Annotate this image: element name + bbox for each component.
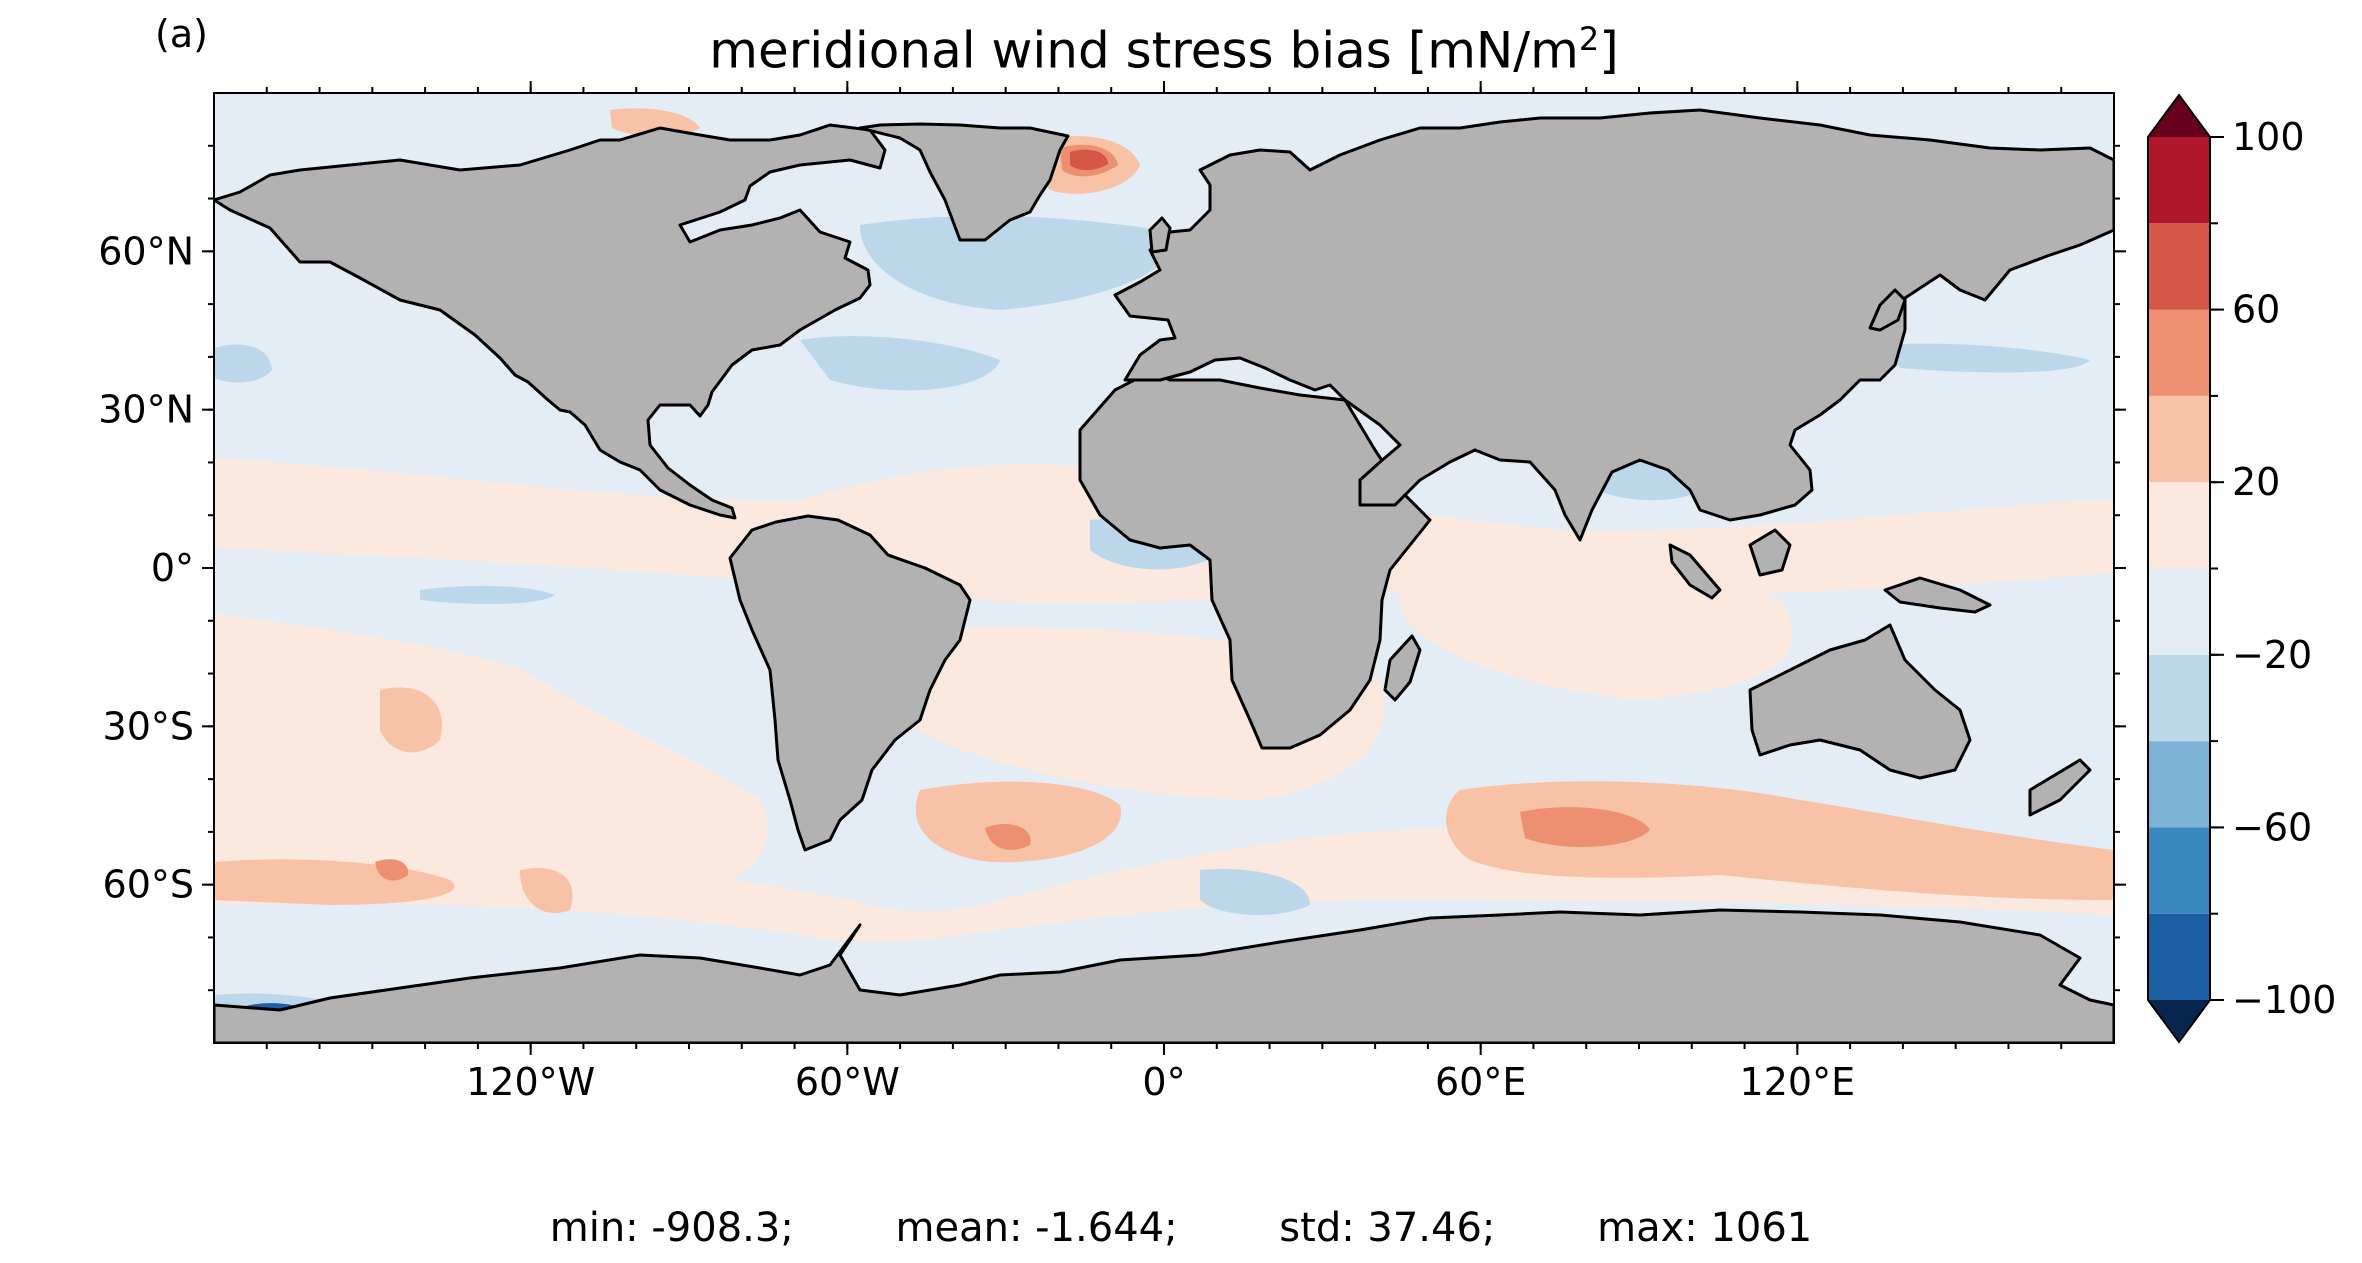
stat-min: min: -908.3; xyxy=(549,1205,794,1251)
colorbar-over-triangle xyxy=(2148,95,2210,137)
britain xyxy=(1148,216,1172,254)
new-guinea xyxy=(1883,576,1992,614)
stats-line: min: -908.3; mean: -1.644; std: 37.46; m… xyxy=(0,1205,2362,1251)
antarctica xyxy=(214,908,2114,1043)
lon-tick-label: 120°W xyxy=(466,1060,595,1104)
lat-tick-label: 30°S xyxy=(103,704,194,748)
colorbar-tick-label: 100 xyxy=(2232,115,2305,159)
australia xyxy=(1748,623,1972,780)
lon-tick-label: 0° xyxy=(1142,1060,1185,1104)
colorbar-segment xyxy=(2148,223,2210,310)
borneo xyxy=(1748,528,1792,577)
title-text: meridional wind stress bias [mN/m xyxy=(709,21,1579,80)
lat-tick-label: 60°N xyxy=(98,229,194,273)
lon-tick-label: 60°E xyxy=(1435,1060,1526,1104)
stat-max: max: 1061 xyxy=(1597,1205,1813,1251)
north-america xyxy=(214,123,887,520)
colorbar: 100 60 20 −20 −60 −100 xyxy=(2147,93,2336,1044)
colorbar-segment xyxy=(2148,395,2210,483)
map-title: meridional wind stress bias [mN/m2] xyxy=(214,20,2114,80)
lat-tick-label: 30°N xyxy=(98,388,194,432)
map-area xyxy=(214,93,2114,1043)
colorbar-segment xyxy=(2148,654,2210,742)
colorbar-under-triangle xyxy=(2148,1000,2210,1042)
colorbar-tick-label: −100 xyxy=(2232,978,2336,1022)
colorbar-segment xyxy=(2148,137,2210,224)
title-suffix: ] xyxy=(1599,21,1619,80)
colorbar-segment xyxy=(2148,568,2210,655)
colorbar-segment xyxy=(2148,827,2210,914)
colorbar-segment xyxy=(2148,913,2210,1000)
south-america xyxy=(728,514,972,852)
colorbar-tick-label: 20 xyxy=(2232,460,2280,504)
panel-label: (a) xyxy=(155,12,208,56)
stat-mean: mean: -1.644; xyxy=(895,1205,1178,1251)
colorbar-segment xyxy=(2148,482,2210,569)
colorbar-tick-label: 60 xyxy=(2232,288,2280,332)
japan xyxy=(1868,288,1907,332)
new-zealand xyxy=(2028,758,2092,817)
colorbar-tick-label: −60 xyxy=(2232,805,2312,849)
madagascar xyxy=(1383,634,1422,702)
greenland xyxy=(858,122,1070,242)
lon-tick-label: 60°W xyxy=(795,1060,900,1104)
land-masses xyxy=(214,108,2114,1043)
colorbar-tick-label: −20 xyxy=(2232,633,2312,677)
stat-std: std: 37.46; xyxy=(1279,1205,1496,1251)
lat-tick-label: 60°S xyxy=(103,863,194,907)
axis-ticks xyxy=(202,81,2126,1055)
title-superscript: 2 xyxy=(1578,20,1600,58)
lon-tick-label: 120°E xyxy=(1740,1060,1856,1104)
lat-tick-label: 0° xyxy=(151,546,194,590)
colorbar-segment xyxy=(2148,309,2210,396)
sumatra xyxy=(1668,543,1722,600)
axis-labels: 120°W 60°W 0° 60°E 120°E 60°N 30°N 0° 30°S 60°S xyxy=(98,229,1855,1104)
africa xyxy=(1078,370,1432,750)
colorbar-segment xyxy=(2148,741,2210,828)
